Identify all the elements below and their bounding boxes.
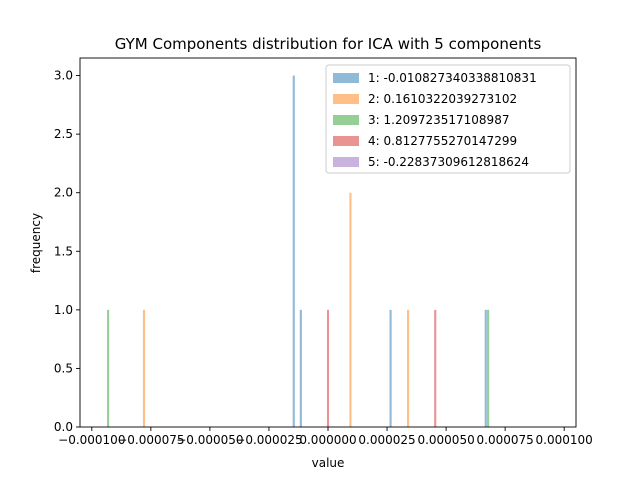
legend: 1: -0.010827340338810831 2: 0.16103220392…: [325, 64, 571, 174]
legend-label-4: 4: 0.8127755270147299: [368, 134, 517, 148]
legend-label-5: 5: -0.22837309612818624: [368, 155, 529, 169]
x-tick-label: 0.000100: [536, 433, 593, 447]
y-tick-label: 3.0: [54, 69, 73, 83]
x-tick-label: −0.000075: [117, 433, 184, 447]
bar-series-2-bin-1: [142, 309, 146, 427]
bar-series-4-bin-1: [326, 309, 330, 427]
bar-series-1-bin-4: [484, 309, 487, 427]
legend-frame: [325, 64, 571, 174]
legend-swatch-2: [333, 94, 359, 104]
chart-title: GYM Components distribution for ICA with…: [115, 35, 542, 53]
bar-series-3-bin-1: [107, 309, 110, 427]
legend-label-2: 2: 0.1610322039273102: [368, 92, 517, 106]
bar-series-3-bin-2: [487, 309, 490, 427]
bar-series-4-bin-2: [434, 309, 437, 427]
axes-layer: −0.000100−0.000075−0.000050−0.0000250.00…: [54, 57, 593, 447]
x-tick-label: 0.000025: [358, 433, 415, 447]
legend-label-1: 1: -0.010827340338810831: [368, 71, 537, 85]
legend-swatch-3: [333, 115, 359, 125]
bar-series-2-bin-2: [349, 192, 352, 427]
bar-series-2-bin-3: [407, 309, 410, 427]
bar-series-1-bin-1: [292, 75, 295, 428]
x-axis-label: value: [312, 456, 345, 470]
x-tick-label: 0.000050: [417, 433, 474, 447]
y-tick-label: 0.5: [54, 361, 73, 375]
y-tick-label: 2.5: [54, 127, 73, 141]
legend-swatch-1: [333, 73, 359, 83]
y-tick-label: 1.0: [54, 303, 73, 317]
legend-label-3: 3: 1.209723517108987: [368, 113, 509, 127]
y-axis-label: frequency: [29, 213, 43, 273]
y-tick-label: 2.0: [54, 186, 73, 200]
y-tick-label: 1.5: [54, 244, 73, 258]
y-tick-label: 0.0: [54, 420, 73, 434]
bars-layer: [107, 75, 490, 428]
x-tick-label: −0.000100: [58, 433, 125, 447]
x-tick-label: 0.000075: [477, 433, 534, 447]
x-tick-label: 0.000000: [299, 433, 356, 447]
bar-series-1-bin-2: [299, 309, 302, 427]
x-tick-label: −0.000050: [176, 433, 243, 447]
x-tick-label: −0.000025: [235, 433, 302, 447]
legend-swatch-4: [333, 136, 359, 146]
legend-swatch-5: [333, 157, 359, 167]
bar-series-1-bin-3: [389, 309, 392, 427]
